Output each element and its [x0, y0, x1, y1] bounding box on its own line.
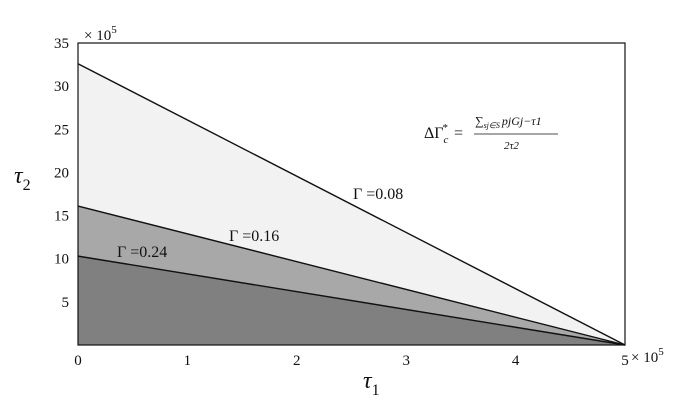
- y-multiplier: × 105: [84, 24, 117, 44]
- y-tick-label: 5: [62, 295, 70, 311]
- series-line-1: [77, 205, 626, 346]
- y-axis-label: τ2: [14, 163, 31, 194]
- x-tick-label: 1: [184, 353, 192, 369]
- y-tick-label: 20: [54, 165, 69, 181]
- series-line-0: [77, 63, 626, 346]
- x-axis-label: τ1: [363, 368, 380, 399]
- y-tick-label: 10: [54, 252, 69, 268]
- plot-frame: [77, 42, 626, 346]
- series-lines: [77, 63, 626, 346]
- y-tick-label: 25: [54, 122, 69, 138]
- formula-denominator: 2τ2: [504, 140, 519, 152]
- y-tick-label: 30: [54, 79, 69, 95]
- y-axis-ticks: 5 10 15 20 25 30 35: [54, 36, 69, 311]
- x-axis-ticks: 0 1 2 3 4 5: [74, 353, 629, 369]
- series-label-0.24: Γ =0.24: [117, 244, 167, 261]
- series-line-2: [77, 255, 626, 346]
- y-tick-label: 15: [54, 209, 69, 225]
- series-label-0.16: Γ =0.16: [229, 228, 279, 245]
- formula-numerator: ∑sj∈S pjGj−τ1: [475, 114, 542, 130]
- y-tick-label: 35: [54, 36, 69, 52]
- x-multiplier: × 105: [631, 346, 664, 366]
- x-tick-label: 5: [621, 353, 629, 369]
- x-tick-label: 2: [293, 353, 301, 369]
- x-tick-label: 3: [402, 353, 410, 369]
- formula-annotation: ΔΓc* = ∑sj∈S pjGj−τ1 2τ2: [424, 114, 558, 152]
- formula-lhs: ΔΓc* =: [424, 122, 463, 146]
- x-tick-label: 4: [512, 353, 520, 369]
- x-tick-label: 0: [74, 353, 82, 369]
- series-label-0.08: Γ =0.08: [353, 186, 403, 203]
